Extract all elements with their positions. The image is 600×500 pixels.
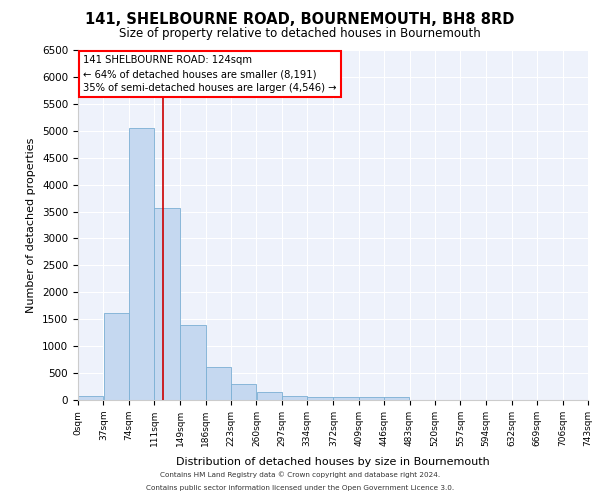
X-axis label: Distribution of detached houses by size in Bournemouth: Distribution of detached houses by size … xyxy=(176,457,490,467)
Bar xyxy=(282,396,307,400)
Y-axis label: Number of detached properties: Number of detached properties xyxy=(26,138,37,312)
Text: Contains HM Land Registry data © Crown copyright and database right 2024.: Contains HM Land Registry data © Crown c… xyxy=(160,471,440,478)
Bar xyxy=(359,398,384,400)
Bar xyxy=(78,396,103,400)
Text: 141 SHELBOURNE ROAD: 124sqm
← 64% of detached houses are smaller (8,191)
35% of : 141 SHELBOURNE ROAD: 124sqm ← 64% of det… xyxy=(83,56,337,94)
Text: Contains public sector information licensed under the Open Government Licence 3.: Contains public sector information licen… xyxy=(146,485,454,491)
Bar xyxy=(181,324,206,400)
Text: 141, SHELBOURNE ROAD, BOURNEMOUTH, BH8 8RD: 141, SHELBOURNE ROAD, BOURNEMOUTH, BH8 8… xyxy=(85,12,515,28)
Bar xyxy=(384,397,409,400)
Bar xyxy=(307,398,333,400)
Bar xyxy=(206,366,231,400)
Bar xyxy=(104,313,128,400)
Bar xyxy=(257,392,282,400)
Bar xyxy=(334,397,359,400)
Text: Size of property relative to detached houses in Bournemouth: Size of property relative to detached ho… xyxy=(119,28,481,40)
Bar xyxy=(154,208,180,400)
Bar xyxy=(129,128,154,400)
Bar xyxy=(231,384,256,400)
